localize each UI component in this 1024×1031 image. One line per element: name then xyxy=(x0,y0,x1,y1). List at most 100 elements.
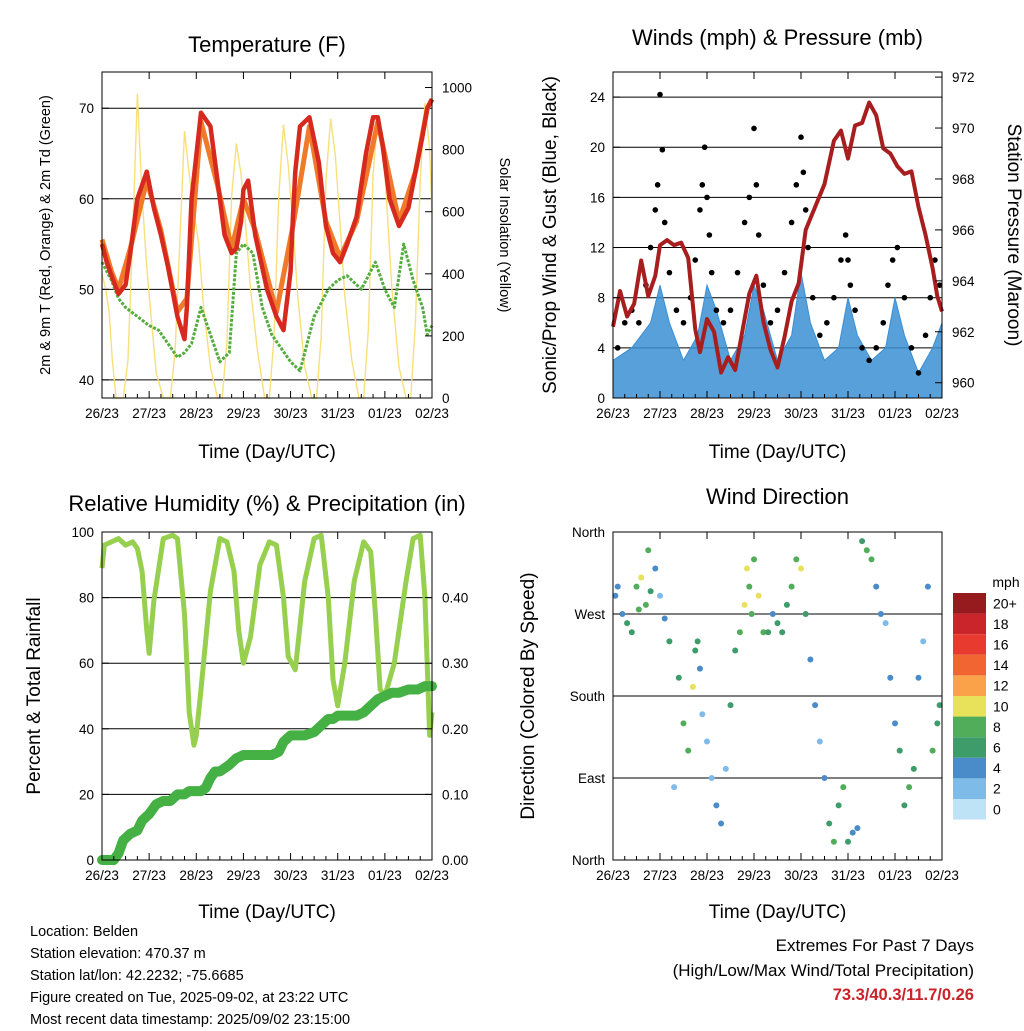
gust-point xyxy=(713,307,720,314)
gust-point xyxy=(661,219,668,226)
x-tick-label: 31/23 xyxy=(321,406,355,421)
direction-point xyxy=(751,556,757,563)
x-tick-label: 26/23 xyxy=(85,406,119,421)
x-tick-label: 26/23 xyxy=(85,868,119,883)
y-tick-label: 60 xyxy=(79,656,94,671)
x-tick-label: 26/23 xyxy=(596,868,630,883)
x-axis-label: Time (Day/UTC) xyxy=(198,442,336,463)
direction-point xyxy=(906,784,913,791)
y-right-tick-label: 0.20 xyxy=(442,722,468,737)
series-relative-humidity xyxy=(99,532,435,748)
direction-point xyxy=(718,820,725,827)
y-right-axis-label: Solar Insolation (Yellow) xyxy=(496,157,512,312)
gust-point xyxy=(838,257,844,263)
gust-point xyxy=(666,269,673,276)
direction-point xyxy=(666,638,673,645)
y-tick-label: 8 xyxy=(597,291,605,306)
x-tick-label: 27/23 xyxy=(643,868,677,883)
legend-swatch xyxy=(953,737,986,758)
gust-point xyxy=(781,269,788,276)
gust-point xyxy=(699,182,706,188)
x-axis-label: Time (Day/UTC) xyxy=(198,902,336,923)
x-tick-label: 29/23 xyxy=(737,406,771,421)
y-tick-label: West xyxy=(574,607,605,622)
legend-swatch xyxy=(953,778,986,799)
y-right-tick-label: 0.40 xyxy=(442,591,468,606)
legend-swatch xyxy=(953,675,986,696)
direction-point xyxy=(854,825,861,832)
y-right-tick-label: 970 xyxy=(952,121,975,136)
legend-swatch xyxy=(953,716,986,738)
direction-point xyxy=(638,574,645,581)
y-right-tick-label: 200 xyxy=(442,329,465,344)
x-tick-label: 02/23 xyxy=(925,868,959,883)
x-tick-label: 01/23 xyxy=(368,868,402,883)
y-right-tick-label: 960 xyxy=(952,376,975,391)
direction-point xyxy=(645,547,652,554)
x-axis-label: Time (Day/UTC) xyxy=(709,902,847,923)
station-latlon: Station lat/lon: 42.2232; -75.6685 xyxy=(30,968,244,984)
gust-point xyxy=(824,319,830,326)
direction-point xyxy=(863,547,870,554)
direction-point xyxy=(642,601,649,608)
y-right-tick-label: 972 xyxy=(952,70,975,85)
extremes-box: Extremes For Past 7 Days (High/Low/Max W… xyxy=(673,933,974,1008)
y-right-tick-label: 0.30 xyxy=(442,656,468,671)
direction-point xyxy=(652,565,659,572)
direction-point xyxy=(619,611,626,617)
y-right-tick-label: 964 xyxy=(952,274,975,289)
gust-point xyxy=(889,257,896,263)
gust-point xyxy=(673,307,680,314)
direction-point xyxy=(901,802,908,809)
gust-point xyxy=(885,282,891,288)
x-tick-label: 31/23 xyxy=(321,868,355,883)
direction-point xyxy=(760,629,767,636)
direction-point xyxy=(671,784,678,791)
direction-point xyxy=(748,611,755,617)
gust-point xyxy=(894,244,901,251)
direction-point xyxy=(633,583,640,590)
gust-point xyxy=(845,257,851,263)
legend-label: 12 xyxy=(993,678,1009,694)
direction-point xyxy=(840,784,847,791)
gust-point xyxy=(842,232,849,238)
gust-point xyxy=(647,244,654,251)
direction-point xyxy=(877,611,884,617)
direction-point xyxy=(704,738,710,745)
x-tick-label: 27/23 xyxy=(132,406,166,421)
legend-swatch xyxy=(953,696,986,717)
direction-point xyxy=(769,611,776,617)
gust-point xyxy=(654,182,661,188)
gust-point xyxy=(793,182,800,188)
direction-point xyxy=(765,629,772,636)
direction-point xyxy=(713,802,720,809)
direction-point xyxy=(628,629,635,636)
chart-title: Relative Humidity (%) & Precipitation (i… xyxy=(68,491,465,516)
y-tick-label: 16 xyxy=(590,190,605,205)
y-right-tick-label: 966 xyxy=(952,223,975,238)
gust-point xyxy=(720,319,727,326)
legend-label: 0 xyxy=(993,801,1001,817)
direction-point xyxy=(743,565,750,572)
x-tick-label: 28/23 xyxy=(179,406,213,421)
y-right-tick-label: 962 xyxy=(952,325,975,340)
direction-point xyxy=(929,747,936,754)
direction-point xyxy=(746,583,753,590)
direction-point xyxy=(696,665,703,672)
direction-point xyxy=(859,538,866,545)
direction-point xyxy=(807,656,814,663)
gust-point xyxy=(704,194,710,201)
x-tick-label: 30/23 xyxy=(274,868,308,883)
gust-point xyxy=(753,182,760,188)
direction-point xyxy=(755,592,762,599)
y-right-tick-label: 968 xyxy=(952,172,975,187)
gust-point xyxy=(908,345,915,351)
direction-point xyxy=(635,606,642,613)
legend-label: 10 xyxy=(993,698,1009,714)
legend-swatch xyxy=(953,757,986,779)
direction-point xyxy=(821,775,828,781)
series-station-pressure xyxy=(611,100,944,375)
gust-point xyxy=(706,232,713,238)
extremes-values: 73.3/40.3/11.7/0.26 xyxy=(832,986,974,1004)
